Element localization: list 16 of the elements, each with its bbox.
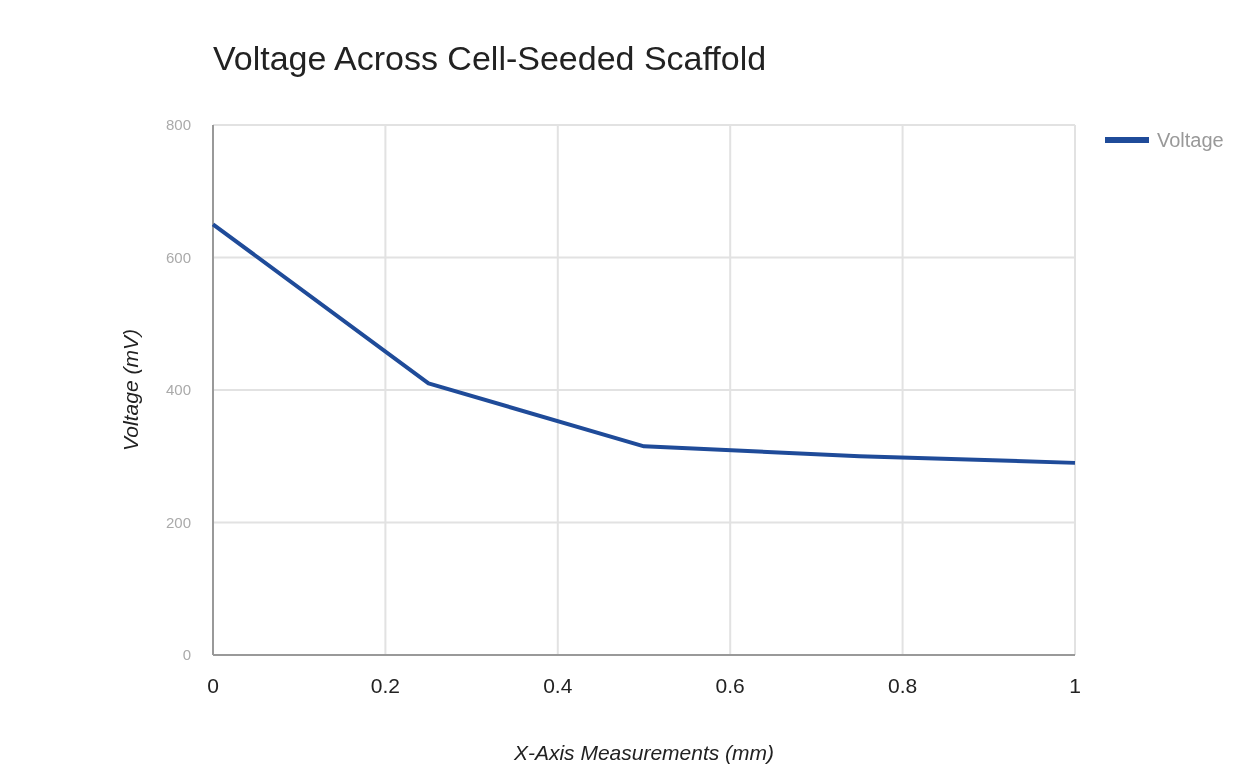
x-tick-label: 1: [1069, 674, 1081, 697]
x-tick-label: 0.2: [370, 674, 400, 697]
chart-title: Voltage Across Cell-Seeded Scaffold: [213, 39, 767, 77]
y-tick-label: 600: [165, 248, 191, 266]
x-tick-label: 0.8: [888, 674, 918, 697]
x-axis-title: X-Axis Measurements (mm): [512, 741, 775, 764]
x-tick-label: 0.4: [543, 674, 573, 697]
line-series: [211, 222, 1077, 465]
y-tick-label: 400: [165, 381, 191, 399]
x-tick-label: 0.6: [715, 674, 745, 697]
y-axis-title: Voltage (mV): [119, 329, 142, 451]
y-tick-label: 800: [165, 116, 191, 134]
y-tick-label: 200: [165, 513, 191, 531]
legend-label: Voltage: [1157, 129, 1224, 151]
y-tick-label: 0: [182, 646, 191, 664]
x-tick-label: 0: [207, 674, 219, 697]
